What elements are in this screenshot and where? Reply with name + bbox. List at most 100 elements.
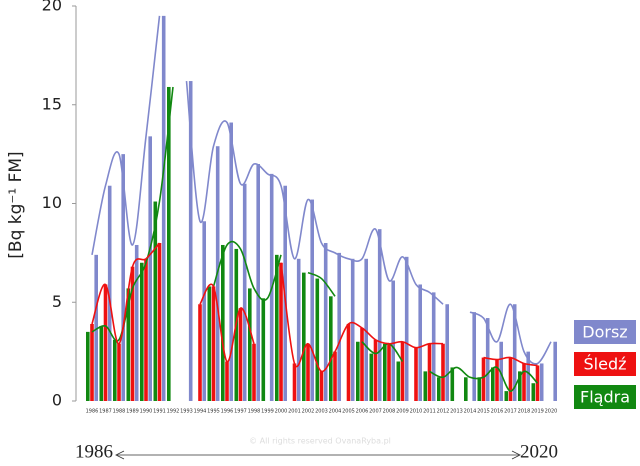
bar bbox=[369, 353, 374, 401]
bar bbox=[306, 343, 310, 401]
bar bbox=[518, 371, 522, 401]
bar bbox=[252, 343, 256, 401]
bar bbox=[333, 351, 337, 401]
bar bbox=[134, 244, 139, 401]
bar bbox=[400, 341, 405, 401]
bar bbox=[103, 284, 108, 401]
bar bbox=[242, 183, 247, 401]
x-tick-label: 2000 bbox=[275, 409, 288, 415]
bar bbox=[130, 266, 135, 401]
legend-label: Flądra bbox=[580, 388, 630, 407]
bar bbox=[539, 363, 544, 401]
x-tick-label: 1998 bbox=[248, 409, 261, 415]
bar bbox=[275, 254, 279, 401]
x-tick-label: 2015 bbox=[477, 409, 490, 415]
bar bbox=[167, 86, 171, 401]
bar bbox=[279, 262, 283, 401]
x-tick-label: 1996 bbox=[221, 409, 234, 415]
x-tick-label: 1990 bbox=[140, 409, 153, 415]
bar bbox=[437, 377, 441, 401]
bar bbox=[198, 304, 202, 401]
bar bbox=[491, 367, 495, 401]
legend-item: Dorsz bbox=[574, 320, 636, 344]
x-tick-label: 1995 bbox=[207, 409, 220, 415]
bar bbox=[229, 122, 233, 402]
bar bbox=[404, 256, 409, 401]
bar bbox=[414, 347, 418, 401]
bar bbox=[383, 343, 387, 401]
bar bbox=[377, 229, 382, 401]
trend-line bbox=[307, 271, 336, 297]
y-axis-label: [Bq kg⁻¹ FM] bbox=[6, 151, 26, 258]
bar bbox=[188, 81, 193, 402]
bar bbox=[450, 367, 455, 401]
range-start: 1986 bbox=[75, 441, 113, 462]
x-tick-label: 2004 bbox=[329, 409, 342, 415]
trend-line bbox=[429, 366, 539, 392]
bar bbox=[144, 258, 148, 401]
bar bbox=[211, 286, 216, 401]
legend-label: Dorsz bbox=[582, 323, 627, 342]
x-tick-label: 1991 bbox=[153, 409, 166, 415]
x-tick-label: 2017 bbox=[504, 409, 517, 415]
bar bbox=[504, 391, 509, 401]
legend-item: Śledź bbox=[574, 352, 636, 376]
bar bbox=[202, 221, 206, 401]
bar bbox=[302, 272, 306, 401]
bar bbox=[472, 312, 476, 401]
bar bbox=[499, 341, 503, 401]
legend-label: Śledź bbox=[584, 355, 627, 374]
bar bbox=[350, 258, 355, 401]
legend-box bbox=[574, 385, 636, 409]
y-tick-label: 10 bbox=[42, 193, 62, 212]
bar bbox=[441, 343, 445, 401]
x-tick-label: 1987 bbox=[99, 409, 112, 415]
bar bbox=[508, 357, 513, 401]
bar bbox=[553, 341, 557, 401]
x-tick-label: 2009 bbox=[396, 409, 409, 415]
bar bbox=[418, 284, 422, 401]
x-tick-label: 1994 bbox=[194, 409, 207, 415]
bar bbox=[373, 339, 378, 401]
bar bbox=[153, 201, 158, 401]
x-tick-label: 1992 bbox=[167, 409, 180, 415]
bar bbox=[117, 343, 121, 401]
x-tick-label: 1988 bbox=[113, 409, 126, 415]
x-tick-label: 1999 bbox=[261, 409, 274, 415]
x-tick-label: 2018 bbox=[518, 409, 531, 415]
trend-line bbox=[361, 341, 404, 362]
bar bbox=[464, 377, 468, 401]
x-tick-label: 2014 bbox=[464, 409, 477, 415]
bar bbox=[148, 136, 152, 401]
x-tick-label: 1989 bbox=[126, 409, 139, 415]
x-tick-label: 2001 bbox=[288, 409, 301, 415]
range-end: 2020 bbox=[520, 441, 558, 462]
y-tick-label: 5 bbox=[52, 292, 62, 311]
x-tick-label: 2005 bbox=[342, 409, 355, 415]
range-arrow bbox=[115, 450, 521, 460]
bar bbox=[207, 286, 212, 401]
bar bbox=[522, 363, 526, 401]
bar bbox=[431, 292, 436, 401]
bar bbox=[319, 371, 324, 401]
bar bbox=[427, 343, 432, 401]
trend-line bbox=[91, 86, 174, 342]
bar bbox=[157, 243, 162, 401]
x-tick-label: 1997 bbox=[234, 409, 247, 415]
trend-line bbox=[280, 262, 444, 373]
bar bbox=[86, 331, 90, 401]
bar bbox=[364, 258, 368, 401]
x-tick-label: 2007 bbox=[369, 409, 382, 415]
x-tick-label: 2010 bbox=[410, 409, 423, 415]
y-tick-label: 15 bbox=[42, 94, 62, 113]
trend-line bbox=[91, 15, 161, 256]
trend-line bbox=[469, 303, 552, 365]
x-tick-label: 2019 bbox=[531, 409, 544, 415]
bar bbox=[329, 296, 333, 401]
bar bbox=[94, 254, 98, 401]
legend-item: Flądra bbox=[574, 385, 636, 409]
x-tick-label: 2011 bbox=[423, 409, 436, 415]
bar bbox=[423, 371, 428, 401]
bar bbox=[121, 154, 125, 401]
bar bbox=[531, 383, 536, 401]
